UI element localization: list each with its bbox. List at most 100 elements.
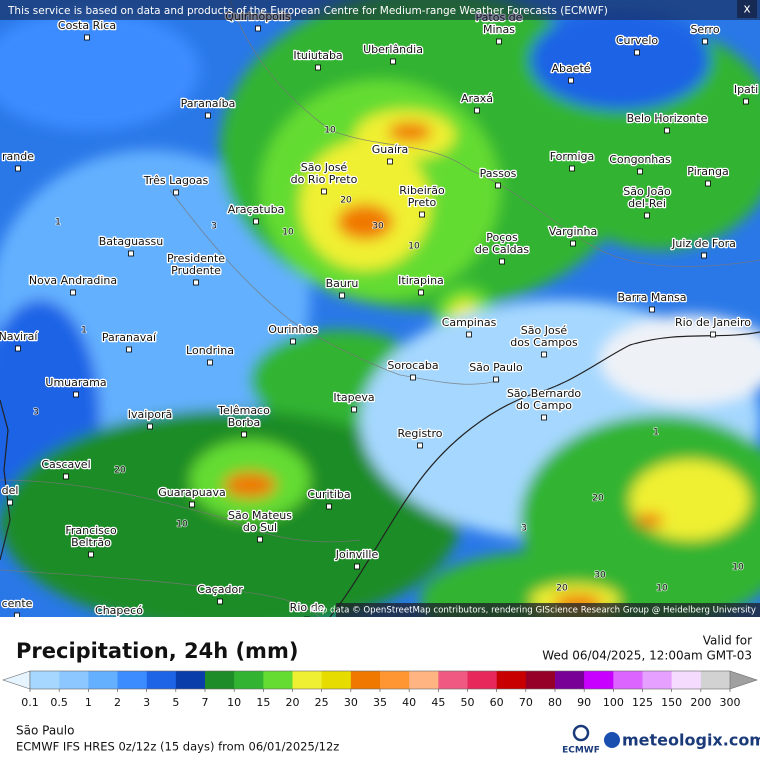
- colorbar-label: 1: [85, 696, 92, 709]
- contour-label: 1: [55, 218, 61, 228]
- city-marker: [193, 279, 199, 286]
- city-label: Abaeté: [551, 62, 590, 75]
- city-label: São Bernardo: [507, 387, 582, 400]
- contour-label: 20: [592, 494, 604, 504]
- city-marker: [147, 423, 153, 430]
- city-marker: [495, 182, 501, 189]
- colorbar-cell: [584, 671, 614, 689]
- city-label: del: [2, 484, 19, 497]
- contour-label: 20: [556, 584, 568, 594]
- colorbar-label: 80: [548, 696, 562, 709]
- colorbar-cell: [613, 671, 643, 689]
- ecmwf-icon: [572, 724, 590, 742]
- city-marker: [207, 359, 213, 366]
- country-border: [0, 399, 11, 561]
- colorbar-cell: [467, 671, 497, 689]
- brand-icon: [604, 732, 620, 748]
- city-label: rande: [2, 150, 34, 163]
- city-marker: [73, 391, 79, 398]
- city-marker: [710, 331, 716, 338]
- colorbar-label: 0.5: [50, 696, 68, 709]
- city-marker: [126, 346, 132, 353]
- colorbar-label: 150: [661, 696, 682, 709]
- colorbar-label: 20: [286, 696, 300, 709]
- colorbar-cell: [205, 671, 235, 689]
- city-marker: [7, 499, 13, 506]
- city-marker: [70, 289, 76, 296]
- city-marker: [15, 165, 21, 172]
- colorbar-cell: [525, 671, 556, 689]
- colorbar-cell: [496, 671, 527, 689]
- colorbar-cell: [59, 671, 89, 689]
- city-label: Bataguassu: [99, 235, 163, 248]
- colorbar-cell: [671, 671, 702, 689]
- city-label: Beltrão: [71, 536, 111, 549]
- coastline: [329, 331, 760, 617]
- ecmwf-text: ECMWF: [562, 746, 600, 756]
- city-label: Rio do: [290, 601, 325, 614]
- city-label: Borba: [228, 416, 261, 429]
- colorbar-cell: [409, 671, 439, 689]
- brand-logo[interactable]: meteologix.com: [604, 731, 760, 750]
- contour-label: 10: [732, 563, 744, 573]
- colorbar-label: 125: [632, 696, 653, 709]
- close-icon[interactable]: x: [743, 2, 750, 16]
- colorbar-label: 35: [373, 696, 387, 709]
- city-marker: [466, 331, 472, 338]
- city-label: Paranaíba: [181, 97, 236, 110]
- city-marker: [390, 58, 396, 65]
- city-marker: [315, 64, 321, 71]
- city-label: Juiz de Fora: [671, 237, 736, 250]
- contour-label: 10: [324, 126, 336, 136]
- city-label: Curitiba: [307, 488, 350, 501]
- city-marker: [418, 289, 424, 296]
- city-label: Londrina: [186, 344, 234, 357]
- city-label: do Campo: [516, 399, 572, 412]
- header-background: [0, 0, 760, 20]
- city-label: Nova Andradina: [29, 274, 117, 287]
- city-marker: [419, 211, 425, 218]
- colorbar-label: 3: [143, 696, 150, 709]
- brand-text[interactable]: meteologix.com: [622, 731, 760, 750]
- colorbar-label: 7: [202, 696, 209, 709]
- city-label: Belo Horizonte: [627, 112, 708, 125]
- city-label: São Mateus: [228, 509, 292, 522]
- city-label: Ivaiporã: [128, 408, 173, 421]
- city-label: Registro: [397, 427, 442, 440]
- colorbar-label: 40: [402, 696, 416, 709]
- city-marker: [664, 127, 670, 134]
- contour-label: 10: [408, 242, 420, 252]
- contour-label: 10: [656, 584, 668, 594]
- header-bar: This service is based on data and produc…: [0, 0, 760, 20]
- contour-label: 3: [211, 222, 217, 232]
- city-label: de Caldas: [475, 243, 529, 256]
- city-label: Preto: [408, 196, 437, 209]
- contour-label: 10: [282, 228, 294, 238]
- colorbar-label: 45: [431, 696, 445, 709]
- city-label: Curvelo: [616, 34, 659, 47]
- precipitation-map[interactable]: 10 20 30 10 10 3 1 1 3 10 20 30 20 10 1 3 10 20 Costa Ric…: [0, 0, 760, 650]
- city-marker: [474, 107, 480, 114]
- contour-label: 1: [81, 326, 87, 336]
- close-button[interactable]: [737, 0, 757, 18]
- colorbar-cell: [175, 671, 206, 689]
- contour-label: 3: [521, 524, 527, 534]
- city-label: Araçatuba: [228, 203, 285, 216]
- state-borders: [0, 0, 760, 617]
- city-marker: [649, 306, 655, 313]
- colorbar-under: [2, 670, 31, 690]
- valid-label: Valid for: [703, 634, 752, 648]
- city-label: Joinville: [335, 548, 379, 561]
- city-marker: [570, 240, 576, 247]
- city-marker: [339, 292, 345, 299]
- city-label: Minas: [483, 23, 515, 36]
- city-label: Varginha: [549, 225, 597, 238]
- colorbar-cell: [438, 671, 468, 689]
- precip-field: [0, 0, 760, 617]
- city-marker: [255, 25, 261, 32]
- city-label: do Sul: [243, 521, 277, 534]
- city-marker: [410, 374, 416, 381]
- city-marker: [701, 252, 707, 259]
- city-label: Francisco: [65, 524, 117, 537]
- city-label: Naviraí: [0, 330, 38, 343]
